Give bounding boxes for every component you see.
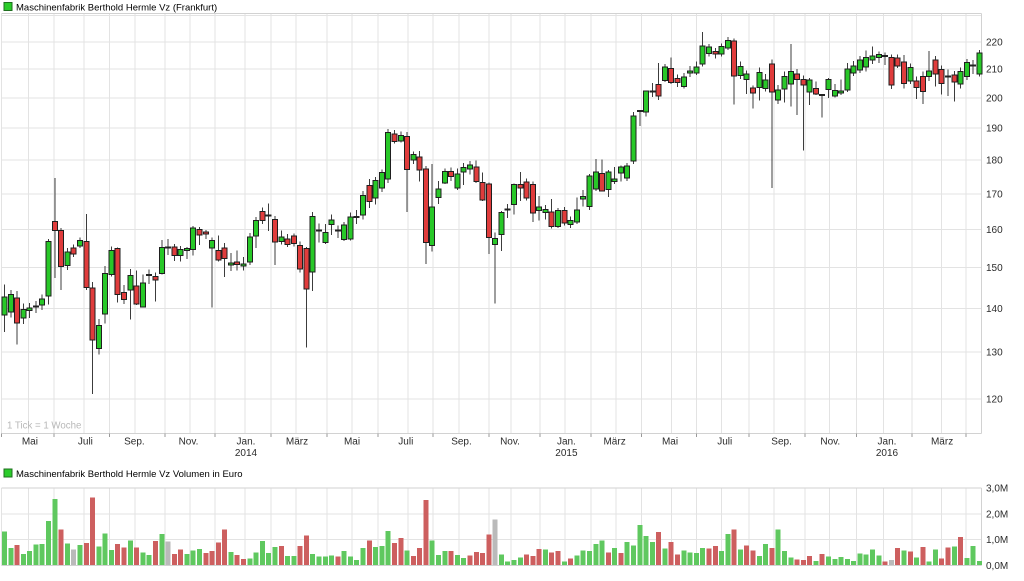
svg-text:1,0M: 1,0M <box>986 535 1008 546</box>
svg-text:Juli: Juli <box>398 437 413 448</box>
svg-text:Maschinenfabrik Berthold Herml: Maschinenfabrik Berthold Hermle Vz Volum… <box>16 469 243 480</box>
svg-text:Juli: Juli <box>78 437 93 448</box>
svg-text:210: 210 <box>986 65 1003 76</box>
svg-text:Mai: Mai <box>344 437 360 448</box>
svg-text:Mai: Mai <box>662 437 678 448</box>
svg-text:Jan.: Jan. <box>878 437 897 448</box>
svg-text:Maschinenfabrik Berthold Herml: Maschinenfabrik Berthold Hermle Vz (Fran… <box>16 2 217 13</box>
svg-text:Juli: Juli <box>717 437 732 448</box>
svg-text:Jan.: Jan. <box>237 437 256 448</box>
svg-text:150: 150 <box>986 263 1003 274</box>
svg-text:190: 190 <box>986 124 1003 135</box>
svg-text:2014: 2014 <box>235 448 258 459</box>
svg-text:140: 140 <box>986 304 1003 315</box>
svg-text:200: 200 <box>986 94 1003 105</box>
svg-text:Nov.: Nov. <box>179 437 199 448</box>
svg-text:0,0M: 0,0M <box>986 561 1008 572</box>
svg-text:Mai: Mai <box>22 437 38 448</box>
svg-text:130: 130 <box>986 348 1003 359</box>
svg-text:2016: 2016 <box>876 448 899 459</box>
svg-text:160: 160 <box>986 225 1003 236</box>
svg-text:1 Tick = 1 Woche: 1 Tick = 1 Woche <box>7 420 81 431</box>
svg-text:180: 180 <box>986 156 1003 167</box>
svg-text:Sep.: Sep. <box>771 437 792 448</box>
svg-text:Nov.: Nov. <box>820 437 840 448</box>
svg-text:3,0M: 3,0M <box>986 484 1008 495</box>
svg-text:Nov.: Nov. <box>500 437 520 448</box>
svg-text:März: März <box>603 437 625 448</box>
svg-text:Sep.: Sep. <box>451 437 472 448</box>
svg-text:120: 120 <box>986 395 1003 406</box>
svg-text:2015: 2015 <box>555 448 578 459</box>
svg-text:März: März <box>286 437 308 448</box>
svg-text:220: 220 <box>986 37 1003 48</box>
svg-text:Sep.: Sep. <box>124 437 145 448</box>
svg-text:Jan.: Jan. <box>557 437 576 448</box>
svg-text:2,0M: 2,0M <box>986 509 1008 520</box>
svg-text:März: März <box>931 437 953 448</box>
svg-text:170: 170 <box>986 189 1003 200</box>
